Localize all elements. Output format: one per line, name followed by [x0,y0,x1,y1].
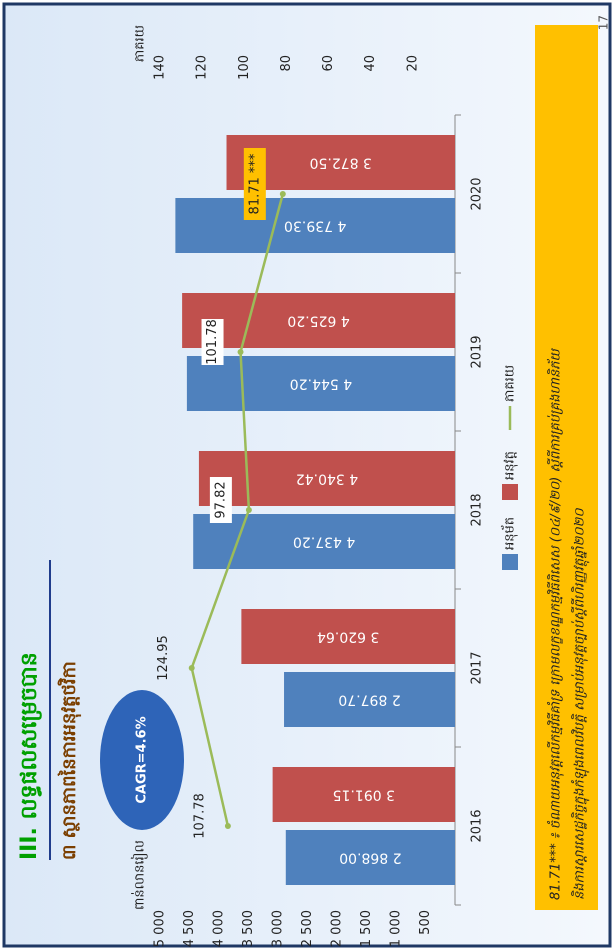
y-tick-label: 3 500 [241,910,256,947]
page-number: 17 [597,15,611,30]
line-point [279,191,286,197]
x-tick-label: 2016 [470,809,485,842]
y-tick-label: 3 000 [271,910,286,947]
y-tick-label: 2 000 [330,910,345,947]
cagr-label: CAGR=4.6% [135,716,150,803]
bar [226,135,455,190]
bar [284,672,455,727]
x-tick-label: 2019 [470,335,485,368]
bar-value-label: 3 620.64 [317,629,379,645]
legend-swatch [502,484,518,500]
line-point [237,349,244,355]
bar [272,767,456,822]
x-tick-label: 2020 [470,177,485,210]
y2-axis-label: ភាគរយ [133,25,148,62]
y-tick-label: 1 000 [389,910,404,947]
bar [182,293,456,348]
line-value-label: 97.82 [213,481,228,518]
line-point [224,823,231,829]
line-value-label: 124.95 [156,635,171,681]
legend-label: ភាគរយ [503,365,518,402]
bar-value-label: 2 897.70 [338,692,400,708]
bar [198,451,455,506]
footnote-line: 81.71*** ៖ ចំណាយអនុវត្តលើកម្មវិធីគាំទ្រ … [547,348,565,900]
line-label-box [201,319,224,365]
bar-value-label: 4 437.20 [293,534,355,550]
x-tick-label: 2017 [470,651,485,684]
line-point [245,507,252,513]
bar-value-label: 3 872.50 [310,155,372,171]
y2-tick-label: 140 [153,55,168,80]
subtitle: ៣ ស្ថានភាពនៃការអនុវត្តថវិកា [57,661,82,860]
line-label-box [209,477,232,523]
y-tick-label: 4 500 [182,910,197,947]
line-value-label: 81.71 *** [247,153,262,214]
bar-value-label: 4 739.30 [284,218,346,234]
line-point [188,665,195,671]
legend-label: អនុម័ត [501,517,519,550]
bar-value-label: 4 340.42 [296,471,358,487]
footnote-line: និងការស្ដារសេដ្ឋកិច្ចក្នុងកំឡុងពេលវិបត្ត… [571,508,590,900]
bar-value-label: 3 091.15 [333,787,395,803]
line-value-label: 107.78 [192,793,207,839]
bar-value-label: 4 544.20 [290,376,352,392]
bar [285,830,455,885]
legend-label: អនុវត្ត [503,451,519,480]
y2-tick-label: 100 [237,55,252,80]
line-label-box [243,148,266,220]
y-tick-label: 5 000 [153,910,168,947]
title: III. លទ្ធផលសម្រេចបាន [17,652,42,860]
y-tick-label: 4 000 [212,910,227,947]
y2-tick-label: 120 [195,55,210,80]
bar-value-label: 4 625.20 [287,313,349,329]
footnote-box [535,25,598,910]
y2-tick-label: 40 [363,55,378,72]
y-axis-label: ពាន់លានរៀល [131,840,149,910]
bar [241,609,455,664]
bar-value-label: 2 868.00 [339,850,401,866]
y2-tick-label: 60 [321,55,336,72]
y2-tick-label: 80 [279,55,294,72]
y-tick-label: 500 [418,910,433,935]
y-tick-label: 1 500 [359,910,374,947]
line-value-label: 101.78 [205,319,220,365]
legend-swatch [502,554,518,570]
y2-tick-label: 20 [405,55,420,72]
cagr-ellipse [100,690,184,830]
bar [193,514,455,569]
y-tick-label: 2 500 [300,910,315,947]
x-tick-label: 2018 [470,493,485,526]
bar [186,356,455,411]
